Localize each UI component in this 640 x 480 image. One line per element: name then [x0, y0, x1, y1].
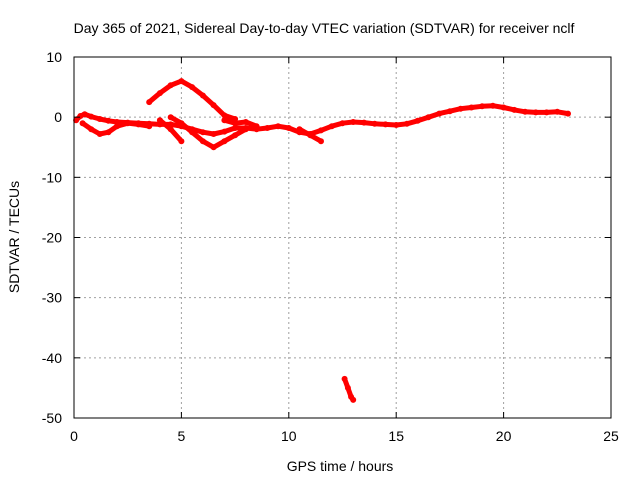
data-point	[242, 119, 249, 125]
data-point	[232, 125, 239, 131]
data-point	[135, 121, 142, 128]
x-tick-label: 10	[281, 428, 297, 444]
data-point	[221, 117, 228, 124]
x-axis-title: GPS time / hours	[287, 458, 394, 474]
data-point	[124, 120, 131, 127]
data-point	[328, 123, 335, 130]
chart-title: Day 365 of 2021, Sidereal Day-to-day VTE…	[74, 20, 575, 36]
data-point	[105, 117, 112, 124]
x-tick-label: 0	[70, 428, 78, 444]
data-point	[403, 120, 410, 127]
data-point	[425, 114, 432, 121]
grid	[74, 57, 611, 418]
data-point	[189, 84, 196, 91]
data-point	[341, 375, 348, 382]
data-point	[344, 384, 351, 391]
data-point	[79, 120, 86, 127]
data-point	[436, 110, 443, 117]
y-axis-title: SDTVAR / TECUs	[6, 181, 22, 293]
data-point	[88, 113, 95, 120]
data-point	[350, 396, 357, 403]
data-point	[489, 102, 496, 109]
data-point	[532, 109, 539, 116]
data-point	[88, 126, 95, 133]
data-point	[382, 121, 389, 128]
data-point	[73, 117, 80, 124]
data-point	[221, 112, 228, 119]
y-tick-label: -50	[42, 410, 62, 426]
data-point	[199, 129, 206, 136]
data-point	[446, 108, 453, 115]
data-point	[307, 132, 314, 139]
data-point	[339, 120, 346, 127]
data-point	[554, 108, 561, 115]
data-point	[371, 120, 378, 127]
y-tick-label: -40	[42, 350, 62, 366]
data-point	[178, 78, 185, 85]
x-tick-label: 15	[388, 428, 404, 444]
data-point	[146, 123, 153, 130]
data-point	[414, 117, 421, 124]
data-point	[167, 114, 174, 121]
series-lower-branch-4	[221, 117, 260, 129]
axis-ticks: 0 5 10 15 20 25 -50 -40 -30 -20 -10 0 10	[42, 49, 619, 444]
y-tick-label: 10	[46, 49, 62, 65]
data-point	[253, 123, 260, 130]
data-point	[221, 128, 228, 135]
data-point	[361, 119, 367, 126]
data-series	[73, 78, 571, 403]
data-point	[199, 138, 206, 145]
data-point	[105, 129, 112, 136]
data-point	[210, 144, 217, 151]
data-point	[210, 131, 217, 137]
data-point	[167, 126, 174, 133]
data-point	[457, 105, 464, 112]
data-point	[479, 103, 486, 110]
data-point	[221, 138, 228, 145]
y-tick-label: -20	[42, 230, 62, 246]
x-tick-label: 25	[603, 428, 619, 444]
data-point	[500, 104, 507, 111]
data-point	[565, 110, 571, 117]
y-tick-label: -30	[42, 290, 62, 306]
y-tick-label: -10	[42, 169, 62, 185]
data-point	[318, 127, 324, 134]
data-point	[96, 116, 103, 122]
data-point	[178, 120, 185, 127]
y-tick-label: 0	[54, 109, 62, 125]
data-point	[275, 123, 282, 130]
data-point	[285, 125, 292, 131]
data-point	[242, 126, 249, 133]
data-point	[199, 92, 206, 99]
data-point	[167, 82, 174, 89]
data-point	[232, 132, 239, 139]
data-point	[511, 106, 518, 113]
data-point	[522, 108, 529, 115]
data-point	[318, 138, 324, 145]
data-point	[96, 131, 103, 137]
data-point	[146, 99, 153, 106]
data-point	[156, 117, 163, 124]
data-point	[393, 122, 400, 128]
data-point	[468, 104, 475, 111]
data-point	[543, 109, 550, 116]
x-tick-label: 5	[178, 428, 186, 444]
x-tick-label: 20	[496, 428, 512, 444]
data-point	[156, 90, 163, 97]
data-point	[114, 123, 120, 130]
data-point	[350, 119, 357, 125]
data-point	[264, 125, 271, 131]
data-point	[189, 129, 196, 136]
data-point	[210, 102, 217, 109]
data-point	[81, 111, 88, 118]
data-point	[232, 120, 239, 127]
data-point	[296, 126, 303, 133]
data-point	[178, 138, 185, 145]
